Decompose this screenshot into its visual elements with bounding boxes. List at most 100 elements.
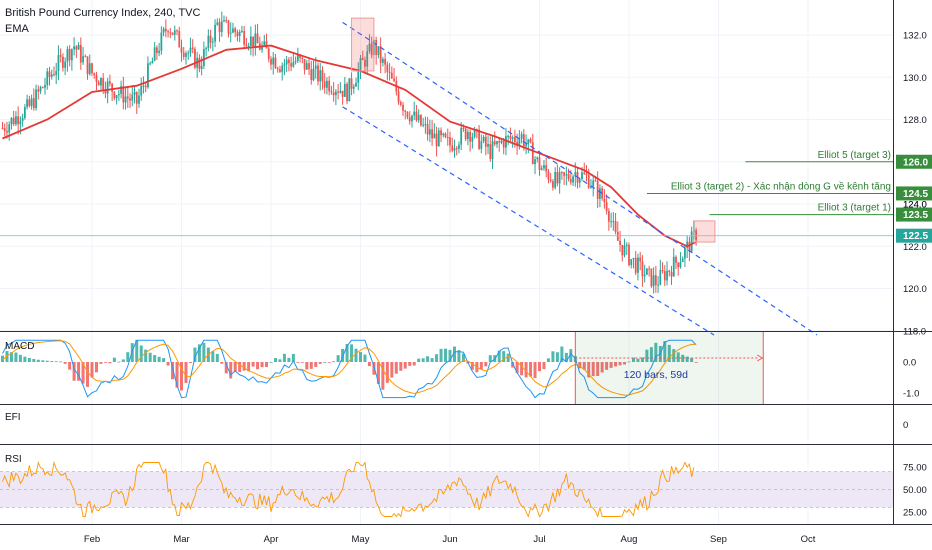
macd-histogram-bar [41,360,45,362]
target-price-tag-bg [896,207,932,222]
target-label: Elliot 3 (target 2) - Xác nhận dòng G về… [671,180,891,192]
target-price-tag-bg [896,154,932,169]
candle-body [97,81,100,86]
macd-histogram-bar [654,342,658,362]
x-tick-label: Apr [264,534,279,545]
candle-body [408,117,411,122]
candle-body [572,176,574,183]
candle-body [478,129,480,149]
candle-body [422,124,425,126]
candle-body [536,157,539,160]
candle-body [216,22,219,25]
candle-body [77,44,80,50]
rsi-pane[interactable] [0,460,893,518]
candle-body [19,121,22,125]
x-tick-label: Oct [801,534,816,545]
macd-histogram-bar [211,351,215,362]
macd-histogram-bar [238,362,242,373]
candle-body [243,31,246,45]
candle-body [399,102,402,105]
candle-body [531,142,534,165]
candle-body [377,46,380,55]
candle-body [444,133,447,138]
target-label: Elliot 3 (target 1) [818,203,891,214]
candle-body [276,68,279,70]
candle-body [312,68,315,81]
macd-label[interactable]: MACD [5,341,35,352]
macd-histogram-bar [435,354,439,362]
candle-body [621,244,624,256]
candle-body [424,124,427,126]
candle-body [357,69,360,83]
candle-body [361,58,364,61]
macd-histogram-bar [99,362,103,364]
macd-histogram-bar [220,362,224,364]
candle-body [688,241,691,252]
candle-body [650,268,653,287]
macd-histogram-bar [623,362,627,365]
highlight-box [692,220,716,243]
candle-body [460,127,463,145]
candle-body [220,21,223,33]
candle-body [558,172,561,184]
candle-body [147,63,149,88]
macd-histogram-bar [50,361,54,362]
macd-histogram-bar [94,362,98,373]
candle-body [453,148,456,151]
candle-body [62,56,64,68]
candle-body [469,132,472,142]
candle-body [151,60,154,64]
candle-body [57,55,60,72]
candle-body [413,111,416,116]
macd-histogram-bar [676,352,680,362]
candle-body [171,32,174,35]
macd-histogram-bar [663,341,667,362]
macd-y-label: -1.0 [903,389,919,400]
candle-body [267,48,270,59]
highlight-box [351,17,375,72]
macd-histogram-bar [215,353,219,362]
candle-body [431,129,433,139]
candle-body [522,134,525,147]
candle-body [668,270,671,273]
macd-histogram-bar [197,344,201,362]
macd-histogram-bar [296,362,300,363]
candle-body [549,179,552,182]
efi-label[interactable]: EFI [5,412,21,423]
price-pane[interactable]: Elliot 5 (target 3) Elliot 3 (target 2) -… [0,11,893,336]
candle-body [167,31,169,33]
candle-body [296,55,299,61]
candle-body [455,148,458,150]
macd-histogram-bar [376,362,380,384]
candle-body [79,44,82,63]
candle-body [386,64,389,72]
chart-header: British Pound Currency Index, 240, TVC E… [5,5,200,37]
candle-body [310,69,313,81]
indicator-label[interactable]: EMA [5,23,29,35]
macd-histogram-bar [18,354,22,362]
candle-body [464,128,467,140]
candle-body [30,98,33,106]
candle-body [534,159,536,165]
macd-pane[interactable]: 120 bars, 59d [1,332,764,404]
macd-histogram-bar [426,356,430,362]
candle-body [607,210,610,222]
candle-body [509,135,512,139]
candle-body [594,180,597,182]
candle-body [272,57,275,65]
macd-histogram-bar [484,362,488,367]
candle-body [675,256,677,263]
macd-histogram-bar [27,357,31,362]
candle-body [426,124,429,135]
macd-histogram-bar [81,362,85,384]
chart-title[interactable]: British Pound Currency Index, 240, TVC [5,7,201,19]
macd-histogram-bar [461,353,465,362]
candle-body [308,63,310,70]
macd-histogram-bar [32,358,36,362]
macd-histogram-bar [287,357,291,362]
candle-body [182,52,185,57]
rsi-label[interactable]: RSI [5,454,22,465]
macd-histogram-bar [385,362,389,383]
macd-histogram-bar [36,359,40,362]
